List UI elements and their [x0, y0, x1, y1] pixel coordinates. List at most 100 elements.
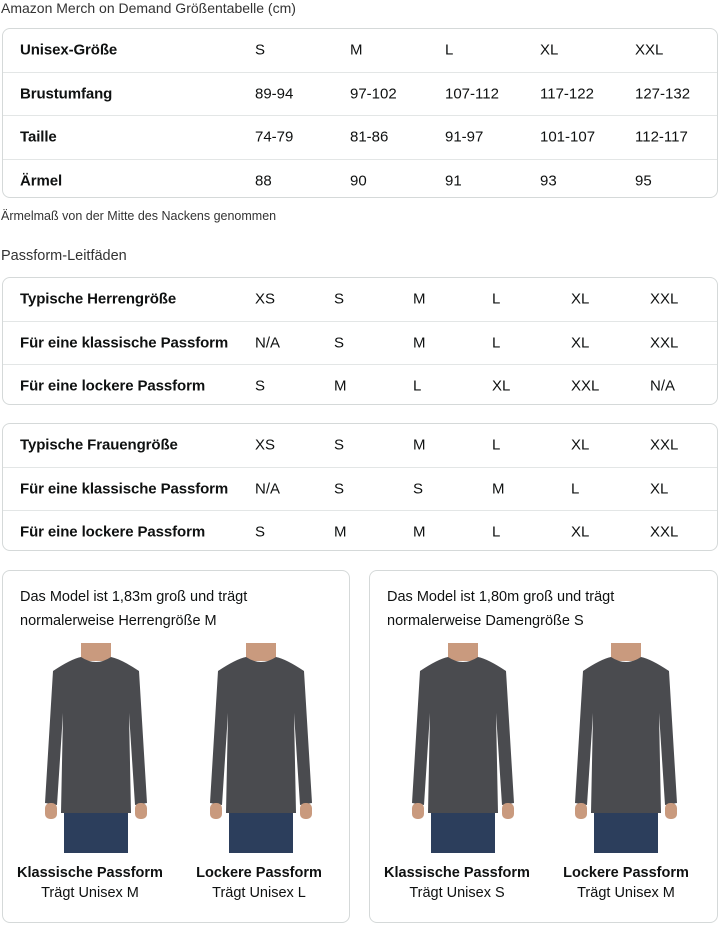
table-cell: L [571, 480, 580, 498]
table-cell: 88 [255, 172, 272, 190]
table-row: Für eine lockere Passform S M L XL XXL N/A [3, 365, 717, 404]
sleeve-note: Ärmelmaß von der Mitte des Nackens genom… [1, 209, 277, 223]
table-cell: S [413, 480, 424, 498]
table-cell: M [334, 523, 347, 541]
table-cell: 127-132 [635, 85, 691, 103]
size-table: Unisex-Größe S M L XL XXL Brustumfang 89-94 97-1… [2, 28, 718, 198]
row-label: Für eine lockere Passform [20, 377, 206, 395]
table-cell: XXL [571, 377, 600, 395]
fit-caption: Lockere Passform Trägt Unisex L [178, 865, 340, 901]
row-label: Typische Frauengröße [20, 436, 178, 454]
table-row: Brustumfang 89-94 97-102 107-112 117-122 127-… [3, 73, 717, 116]
hand [45, 803, 57, 819]
fit-caption: Lockere Passform Trägt Unisex M [545, 865, 707, 901]
table-cell: XL [571, 290, 590, 308]
table-cell: 112-117 [635, 128, 688, 146]
table-row: Für eine lockere Passform S M M L XL XXL [3, 511, 717, 550]
table-cell: XS [255, 290, 276, 308]
table-cell: L [492, 334, 501, 352]
table-cell: XL [571, 523, 590, 541]
model-photo-classic [31, 643, 161, 853]
hand [665, 803, 677, 819]
women-fit-table: Typische Frauengröße XS S M L XL XXL Für eine k… [2, 423, 718, 551]
table-cell: M [350, 41, 363, 59]
fit-name: Klassische Passform [384, 865, 530, 881]
table-cell: S [334, 480, 345, 498]
table-cell: 91 [445, 172, 462, 190]
size-worn: Trägt Unisex M [41, 885, 139, 901]
row-label: Für eine lockere Passform [20, 523, 206, 541]
neck [246, 643, 276, 661]
fit-name: Lockere Passform [563, 865, 689, 881]
table-cell: M [492, 480, 505, 498]
hand [575, 803, 587, 819]
table-row: Für eine klassische Passform N/A S S M L XL [3, 468, 717, 511]
model-photo-classic [398, 643, 528, 853]
hand [135, 803, 147, 819]
shirt [210, 657, 312, 813]
neck [611, 643, 641, 661]
table-row: Taille 74-79 81-86 91-97 101-107 112-117 [3, 116, 717, 160]
table-cell: XXL [650, 290, 679, 308]
table-cell: 81-86 [350, 128, 389, 146]
fit-caption: Klassische Passform Trägt Unisex M [9, 865, 171, 901]
table-cell: N/A [255, 334, 281, 352]
row-label: Unisex-Größe [20, 41, 118, 59]
table-cell: L [492, 436, 501, 454]
table-cell: XXL [650, 334, 679, 352]
table-row: Typische Frauengröße XS S M L XL XXL [3, 424, 717, 468]
table-cell: S [334, 334, 345, 352]
table-cell: S [255, 523, 266, 541]
table-cell: S [255, 41, 266, 59]
men-fit-table: Typische Herrengröße XS S M L XL XXL Für eine k… [2, 277, 718, 405]
size-worn: Trägt Unisex M [577, 885, 675, 901]
fit-caption: Klassische Passform Trägt Unisex S [376, 865, 538, 901]
table-cell: XXL [650, 436, 679, 454]
row-label: Typische Herrengröße [20, 290, 177, 308]
hand [502, 803, 514, 819]
table-cell: L [492, 290, 501, 308]
shirt [575, 657, 677, 813]
hand [412, 803, 424, 819]
page-title: Amazon Merch on Demand Größentabelle (cm… [1, 0, 296, 16]
table-cell: L [445, 41, 454, 59]
table-cell: XL [571, 436, 590, 454]
table-cell: 95 [635, 172, 652, 190]
table-cell: L [413, 377, 422, 395]
jeans [64, 813, 128, 853]
neck [81, 643, 111, 661]
table-cell: XL [540, 41, 559, 59]
table-cell: XL [492, 377, 511, 395]
fit-name: Lockere Passform [196, 865, 322, 881]
jeans [594, 813, 658, 853]
men-model-card: Das Model ist 1,83m groß und trägt norma… [2, 570, 350, 923]
table-row: Ärmel 88 90 91 93 95 [3, 160, 717, 198]
shirt [412, 657, 514, 813]
model-description: Das Model ist 1,83m groß und trägt norma… [20, 589, 248, 629]
table-cell: S [334, 436, 345, 454]
table-cell: 97-102 [350, 85, 397, 103]
fit-name: Klassische Passform [17, 865, 163, 881]
table-row: Unisex-Größe S M L XL XXL [3, 29, 717, 73]
table-cell: M [334, 377, 347, 395]
table-cell: N/A [255, 480, 281, 498]
size-worn: Trägt Unisex S [409, 885, 505, 901]
table-cell: M [413, 334, 426, 352]
jeans [229, 813, 293, 853]
table-cell: 74-79 [255, 128, 294, 146]
table-cell: XL [571, 334, 590, 352]
table-cell: M [413, 523, 426, 541]
table-cell: 101-107 [540, 128, 596, 146]
table-cell: M [413, 436, 426, 454]
shirt [45, 657, 147, 813]
model-photo-loose [561, 643, 691, 853]
table-cell: M [413, 290, 426, 308]
row-label: Für eine klassische Passform [20, 334, 229, 352]
table-cell: 90 [350, 172, 367, 190]
size-worn: Trägt Unisex L [212, 885, 306, 901]
table-row: Typische Herrengröße XS S M L XL XXL [3, 278, 717, 322]
row-label: Für eine klassische Passform [20, 480, 229, 498]
table-cell: 91-97 [445, 128, 484, 146]
table-cell: XXL [635, 41, 664, 59]
row-label: Taille [20, 128, 57, 146]
